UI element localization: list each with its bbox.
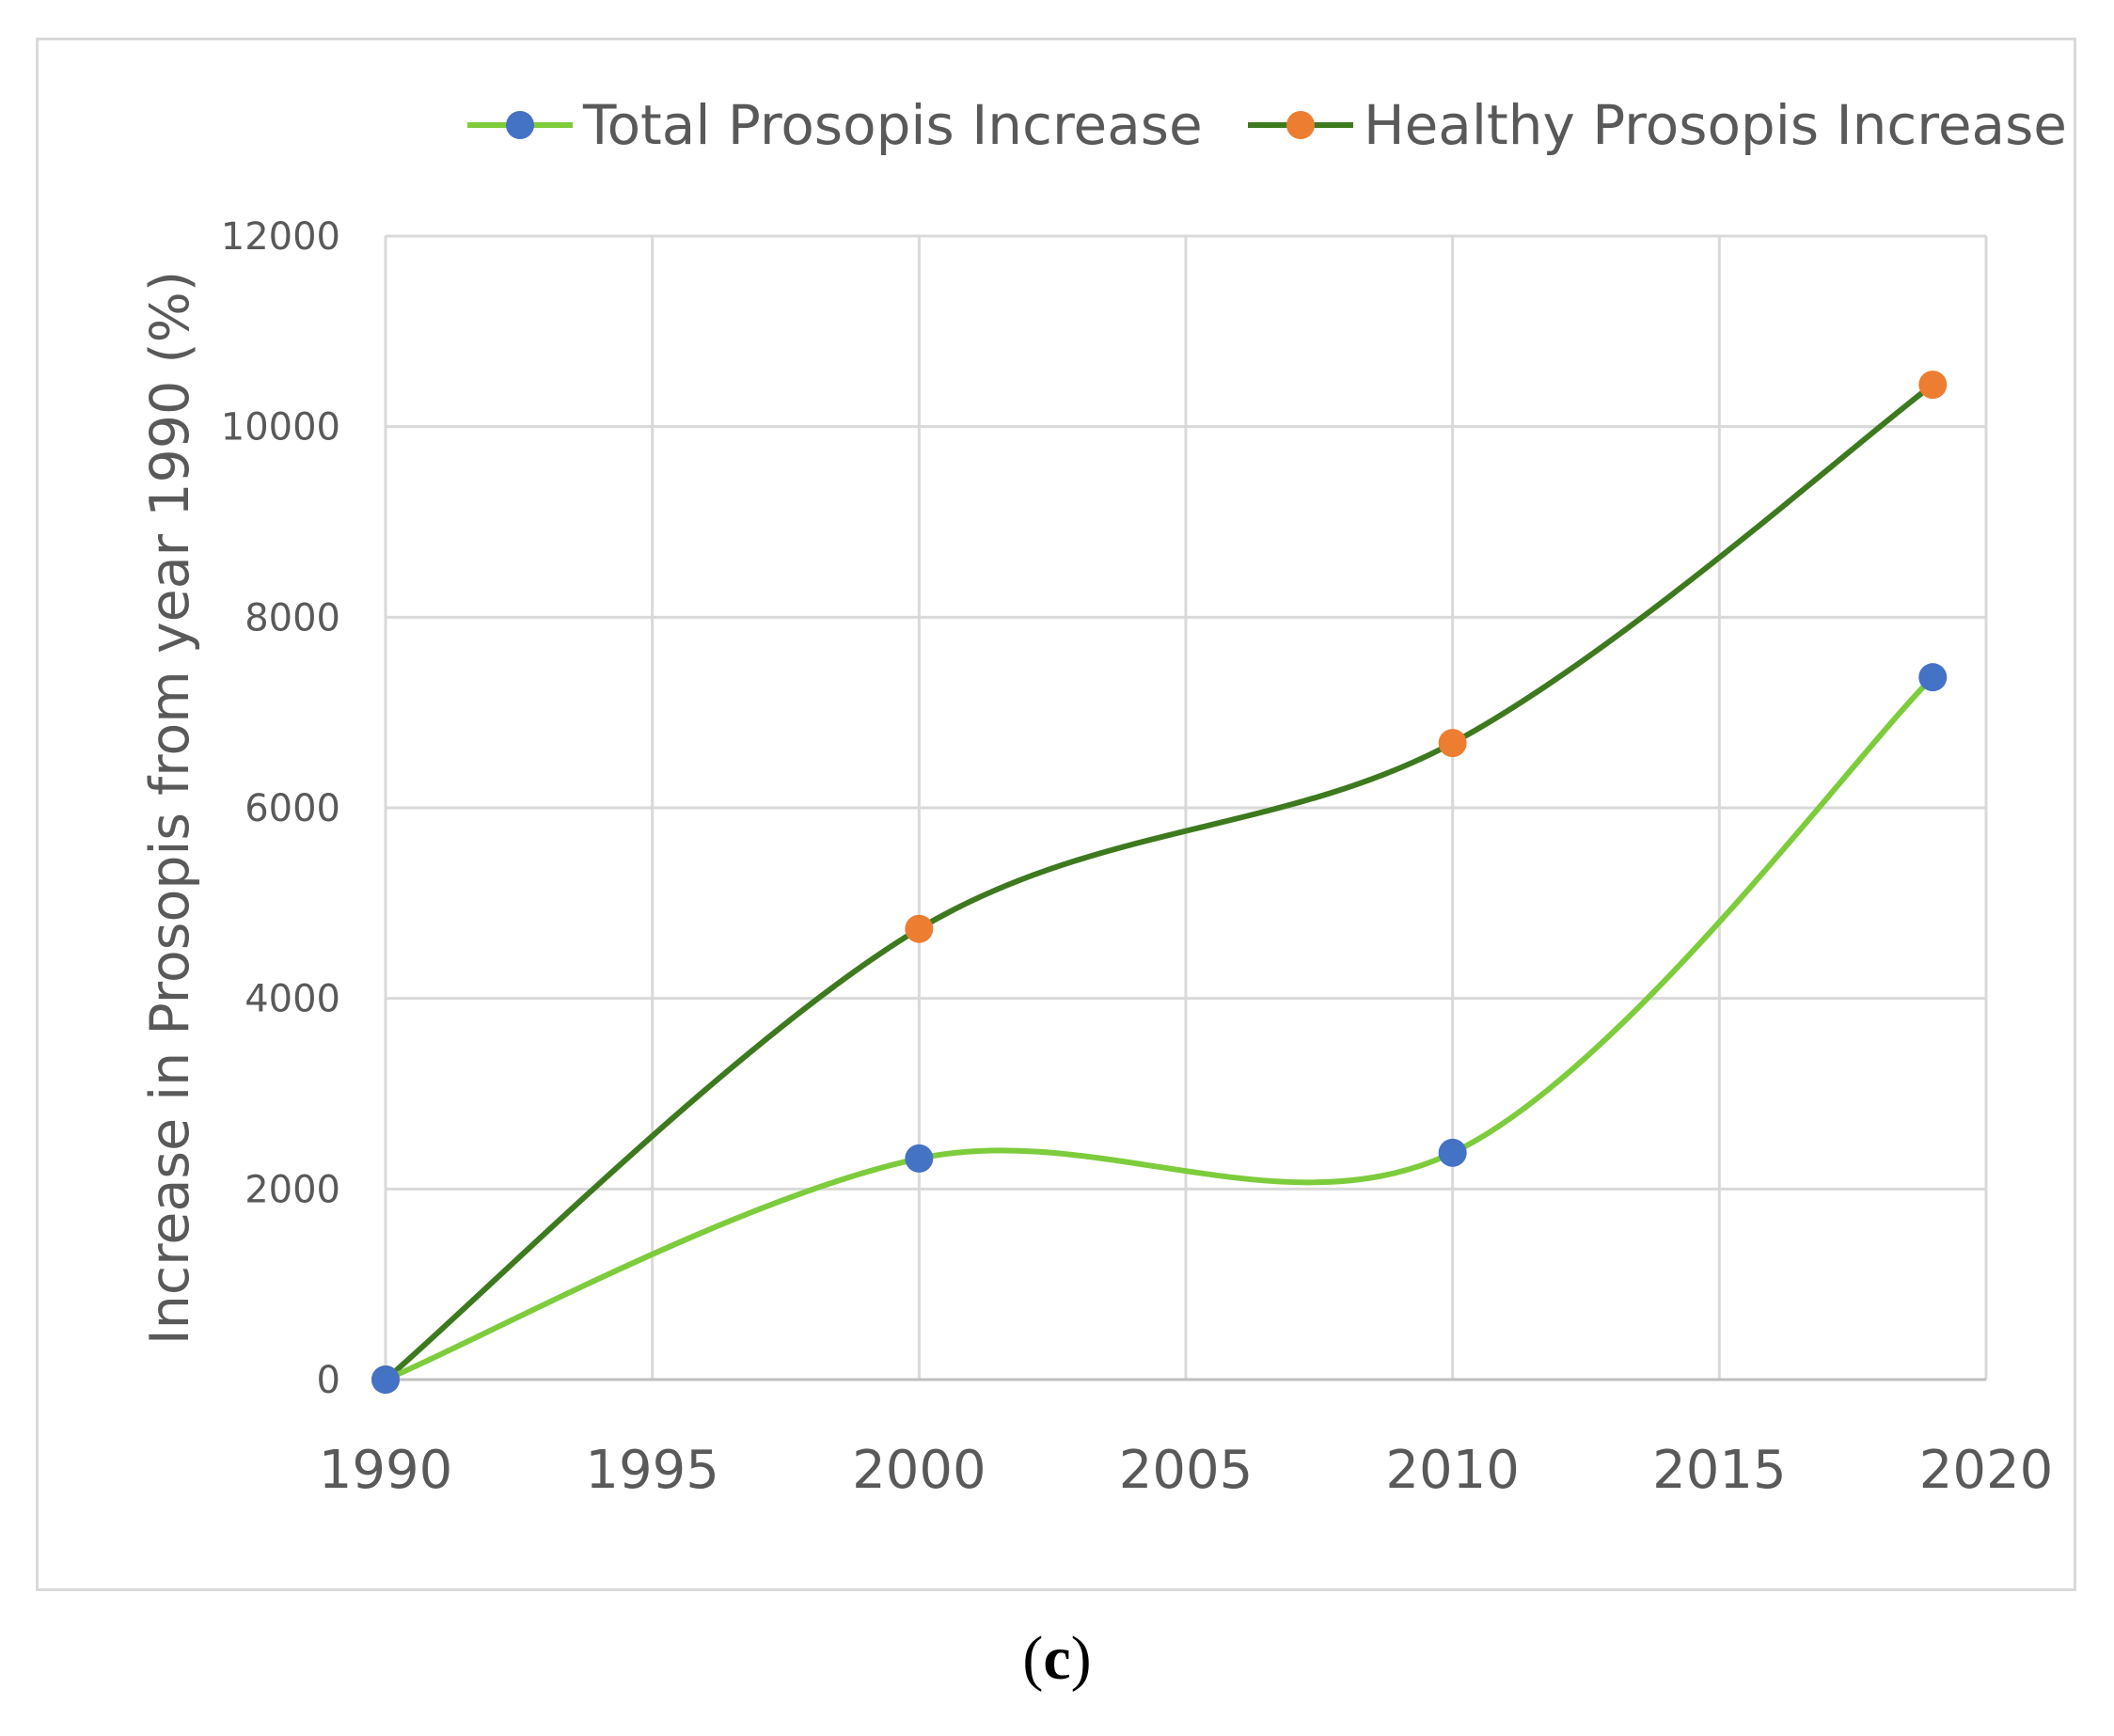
y-tick-label: 4000 bbox=[245, 978, 340, 1021]
y-tick-label: 6000 bbox=[245, 787, 340, 830]
caption-close: ) bbox=[1070, 1624, 1092, 1693]
line-chart: 0 2000 4000 6000 8000 10000 12000 1990 1995 2000 2… bbox=[139, 93, 2067, 1501]
x-tick-label: 2020 bbox=[1919, 1440, 2054, 1501]
y-tick-label: 12000 bbox=[221, 215, 340, 259]
legend-marker bbox=[1286, 111, 1315, 139]
data-point-total bbox=[1438, 1138, 1467, 1167]
data-point-healthy bbox=[1438, 729, 1467, 758]
legend-label: Healthy Prosopis Increase bbox=[1364, 93, 2067, 157]
x-tick-label: 1990 bbox=[319, 1440, 453, 1501]
y-axis-title: Increase in Prosopis from year 1990 (%) bbox=[139, 271, 201, 1345]
x-tick-label: 2010 bbox=[1385, 1440, 1520, 1501]
x-tick-label: 2015 bbox=[1652, 1440, 1787, 1501]
series-line-healthy bbox=[383, 382, 1936, 1382]
data-point-healthy bbox=[1918, 371, 1948, 400]
data-point-total bbox=[905, 1144, 934, 1173]
y-tick-label: 8000 bbox=[245, 596, 340, 639]
caption-letter: c bbox=[1043, 1624, 1071, 1693]
legend-label: Total Prosopis Increase bbox=[582, 93, 1203, 157]
chart-frame bbox=[36, 38, 2076, 1591]
x-tick-label: 2000 bbox=[852, 1440, 986, 1501]
x-tick-label: 2005 bbox=[1119, 1440, 1254, 1501]
legend-marker bbox=[506, 111, 534, 139]
x-tick-label: 1995 bbox=[585, 1440, 719, 1501]
data-point-total bbox=[1918, 663, 1948, 692]
y-tick-label: 0 bbox=[317, 1359, 340, 1402]
data-point-total bbox=[371, 1365, 400, 1394]
series-line-total bbox=[383, 674, 1936, 1382]
data-point-healthy bbox=[905, 914, 934, 943]
figure-caption: (c) bbox=[0, 1623, 2114, 1695]
y-tick-label: 10000 bbox=[221, 406, 340, 450]
caption-open: ( bbox=[1022, 1624, 1044, 1693]
y-tick-label: 2000 bbox=[245, 1168, 340, 1211]
